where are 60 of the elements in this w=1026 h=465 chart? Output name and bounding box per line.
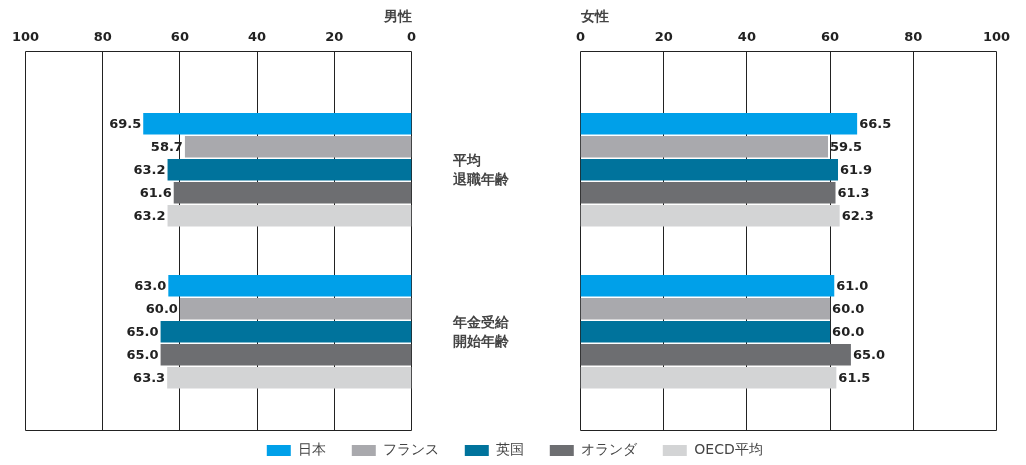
bar: [167, 158, 412, 181]
x-tick-label: 0: [575, 28, 586, 44]
legend-label: OECD平均: [694, 441, 763, 459]
bar: [580, 343, 851, 366]
bar: [179, 297, 412, 320]
bar: [160, 320, 412, 343]
x-tick-label: 80: [93, 28, 112, 44]
data-label: 60.0: [145, 301, 178, 317]
chart-title: 女性: [579, 7, 609, 24]
data-label: 60.0: [832, 324, 865, 340]
bar: [167, 366, 412, 389]
bar: [580, 181, 836, 204]
bar: [168, 274, 412, 297]
x-tick-label: 20: [654, 28, 673, 44]
bar: [160, 343, 412, 366]
chart-title: 男性: [382, 7, 412, 24]
data-label: 63.0: [134, 278, 167, 294]
bar: [580, 204, 840, 227]
bar: [580, 274, 835, 297]
data-label: 59.5: [830, 139, 863, 155]
bar: [184, 135, 412, 158]
x-tick-label: 80: [904, 28, 923, 44]
bar: [143, 112, 412, 135]
bar: [580, 112, 858, 135]
data-label: 62.3: [841, 208, 874, 224]
data-label: 63.3: [133, 370, 166, 386]
data-label: 66.5: [859, 116, 892, 132]
data-label: 61.5: [838, 370, 871, 386]
data-label: 61.6: [139, 185, 172, 201]
bar: [580, 297, 831, 320]
bar: [167, 204, 412, 227]
data-label: 61.0: [836, 278, 869, 294]
data-label: 63.2: [133, 162, 166, 178]
legend-label: オランダ: [581, 441, 638, 459]
x-tick-label: 0: [406, 28, 417, 44]
data-label: 61.3: [837, 185, 870, 201]
legend-label: 英国: [496, 441, 525, 459]
data-label: 65.0: [126, 324, 159, 340]
bar: [173, 181, 412, 204]
bar: [580, 135, 829, 158]
data-label: 61.9: [840, 162, 873, 178]
bar: [580, 366, 837, 389]
x-tick-label: 60: [170, 28, 189, 44]
data-label: 65.0: [852, 347, 885, 363]
data-label: 60.0: [832, 301, 865, 317]
bar: [580, 158, 838, 181]
legend-label: フランス: [383, 441, 440, 459]
x-tick-label: 40: [737, 28, 756, 44]
data-label: 65.0: [126, 347, 159, 363]
data-label: 63.2: [133, 208, 166, 224]
x-tick-label: 60: [821, 28, 840, 44]
x-tick-label: 20: [325, 28, 344, 44]
x-tick-label: 100: [11, 28, 40, 44]
x-tick-label: 100: [982, 28, 1011, 44]
y-tick-label: 平均退職年齢: [451, 152, 510, 188]
data-label: 69.5: [109, 116, 142, 132]
legend-label: 日本: [298, 441, 327, 459]
y-tick-label: 年金受給開始年齢: [451, 314, 510, 350]
x-tick-label: 40: [248, 28, 267, 44]
bar: [580, 320, 831, 343]
